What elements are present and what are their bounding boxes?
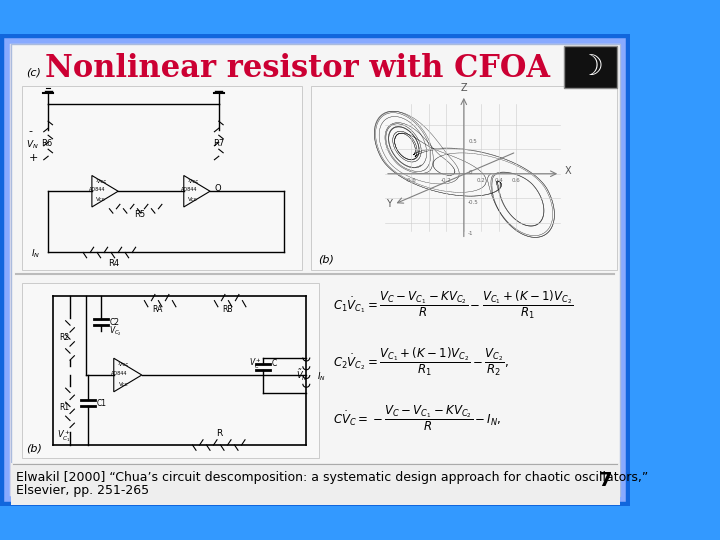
- Text: -Vcc: -Vcc: [187, 179, 199, 184]
- FancyBboxPatch shape: [11, 463, 620, 504]
- Text: Vcc: Vcc: [188, 197, 198, 202]
- Text: R6: R6: [41, 139, 52, 148]
- FancyBboxPatch shape: [11, 44, 620, 496]
- Text: -0.6: -0.6: [406, 179, 417, 184]
- Text: RA: RA: [153, 305, 163, 314]
- Text: 7: 7: [599, 471, 613, 490]
- Text: $V_C^+$: $V_C^+$: [249, 356, 262, 371]
- Text: Y: Y: [387, 199, 392, 209]
- Text: +: +: [29, 153, 38, 163]
- FancyBboxPatch shape: [22, 283, 320, 458]
- Text: R: R: [216, 429, 222, 438]
- Text: -: -: [29, 126, 33, 137]
- Text: Nonlinear resistor with CFOA: Nonlinear resistor with CFOA: [45, 53, 550, 84]
- Text: Z: Z: [461, 83, 467, 92]
- Text: R7: R7: [213, 139, 225, 148]
- Text: 0: 0: [468, 170, 472, 175]
- Text: $V_{C_1}^+$: $V_{C_1}^+$: [57, 428, 71, 443]
- Text: R2: R2: [60, 333, 70, 342]
- Text: $C\dot{V}_C = -\dfrac{V_C - V_{C_1} - KV_{C_2}}{R} - I_N,$: $C\dot{V}_C = -\dfrac{V_C - V_{C_1} - KV…: [333, 404, 501, 434]
- Text: -Vcc: -Vcc: [118, 362, 130, 367]
- Text: $C_2\dot{V}_{C_2} = \dfrac{V_{C_1} + (K-1)V_{C_2}}{R_1} - \dfrac{V_{C_2}}{R_2},$: $C_2\dot{V}_{C_2} = \dfrac{V_{C_1} + (K-…: [333, 346, 508, 378]
- Text: -Vcc: -Vcc: [95, 179, 107, 184]
- Text: R1: R1: [60, 403, 70, 412]
- Text: -0.2: -0.2: [441, 179, 451, 184]
- Text: ☽: ☽: [578, 53, 603, 81]
- Text: AD844: AD844: [111, 371, 127, 376]
- Text: $V_N$: $V_N$: [26, 138, 39, 151]
- FancyBboxPatch shape: [7, 40, 623, 500]
- Text: AD844: AD844: [181, 187, 197, 192]
- Text: C: C: [271, 359, 276, 368]
- Text: $I_N$: $I_N$: [317, 370, 325, 383]
- Text: $\tilde{V}_N$: $\tilde{V}_N$: [296, 368, 308, 383]
- FancyBboxPatch shape: [22, 86, 302, 270]
- Text: C1: C1: [96, 400, 107, 408]
- Text: Elsevier, pp. 251-265: Elsevier, pp. 251-265: [16, 483, 149, 497]
- Text: (b): (b): [318, 255, 333, 265]
- Text: Vcc: Vcc: [119, 382, 128, 387]
- Text: R4: R4: [108, 259, 120, 268]
- Text: Elwakil [2000] “Chua’s circuit descomposition: a systematic design approach for : Elwakil [2000] “Chua’s circuit descompos…: [16, 471, 648, 484]
- FancyBboxPatch shape: [310, 86, 617, 270]
- FancyBboxPatch shape: [3, 36, 627, 504]
- Text: -0.5: -0.5: [468, 200, 479, 205]
- Text: (b): (b): [26, 443, 42, 453]
- Text: $V_{C_2}$: $V_{C_2}$: [109, 325, 122, 338]
- Text: R5: R5: [135, 211, 145, 219]
- Text: AD844: AD844: [89, 187, 105, 192]
- Text: 0.4: 0.4: [495, 179, 503, 184]
- Text: (c): (c): [26, 68, 41, 78]
- Text: RB: RB: [222, 305, 233, 314]
- FancyBboxPatch shape: [564, 46, 617, 88]
- Text: X: X: [564, 166, 571, 176]
- Text: 0.6: 0.6: [512, 179, 521, 184]
- Text: -1: -1: [468, 231, 474, 236]
- Text: $I_N$: $I_N$: [31, 248, 40, 260]
- Text: O: O: [215, 184, 221, 193]
- Text: $C_1\dot{V}_{C_1} = \dfrac{V_C - V_{C_1} - KV_{C_2}}{R} - \dfrac{V_{C_1} + (K-1): $C_1\dot{V}_{C_1} = \dfrac{V_C - V_{C_1}…: [333, 289, 573, 321]
- Text: 0.2: 0.2: [477, 179, 486, 184]
- Text: 0.5: 0.5: [468, 139, 477, 144]
- Text: C2: C2: [109, 318, 120, 327]
- Text: Vcc: Vcc: [96, 197, 106, 202]
